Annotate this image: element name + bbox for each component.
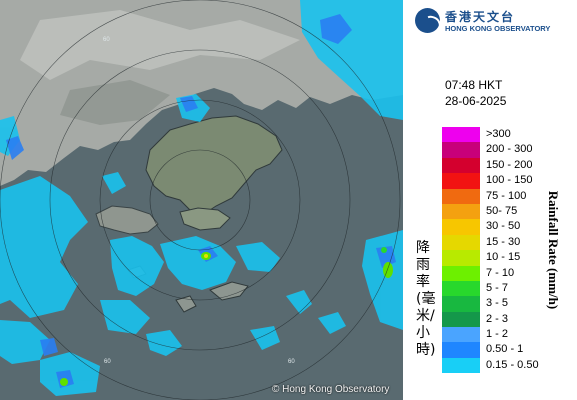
legend-label: 3 - 5 [486, 297, 509, 310]
radar-map: 60 60 60 © Hong Kong Observatory [0, 0, 403, 400]
legend-label: 75 - 100 [486, 189, 527, 202]
radar-time: 07:48 HKT [445, 78, 503, 92]
legend-row: 100 - 150 [442, 173, 542, 189]
legend-row: 0.15 - 0.50 [442, 357, 542, 374]
copyright-credit: © Hong Kong Observatory [272, 384, 390, 395]
legend-label: 50- 75 [486, 204, 518, 217]
legend-label: >300 [486, 128, 511, 140]
legend-row: 50- 75 [442, 203, 542, 220]
legend-row: 7 - 10 [442, 265, 542, 281]
legend-swatch [442, 219, 480, 235]
legend-row: 5 - 7 [442, 280, 542, 297]
legend-label: 30 - 50 [486, 220, 521, 233]
legend-row: 200 - 300 [442, 142, 542, 158]
mainland-texture-2 [60, 80, 170, 125]
legend-label: 15 - 30 [486, 235, 521, 248]
logo-chinese-name: 香港天文台 [445, 10, 516, 24]
radar-map-graphics [0, 0, 403, 400]
logo-english-name: HONG KONG OBSERVATORY [445, 24, 551, 33]
legend-swatch [442, 265, 480, 281]
legend-swatch [442, 188, 480, 204]
legend-row: 15 - 30 [442, 234, 542, 251]
small-island-b [175, 295, 197, 313]
legend-label: 10 - 15 [486, 251, 521, 264]
legend-swatch [442, 234, 480, 251]
legend-swatch [442, 127, 480, 143]
legend-row: 0.50 - 1 [442, 342, 542, 358]
legend-label: 100 - 150 [486, 174, 533, 187]
legend-row: 30 - 50 [442, 219, 542, 235]
legend-swatch [442, 311, 480, 328]
lantau-island [95, 205, 159, 235]
legend-swatch [442, 357, 480, 374]
hong-kong-island [179, 207, 231, 231]
legend-row: >300 [442, 127, 542, 143]
ring-label-nw: 60 [103, 37, 110, 43]
legend-swatch [442, 157, 480, 174]
legend-row: 2 - 3 [442, 311, 542, 328]
legend-label: 0.50 - 1 [486, 343, 524, 356]
radar-range-rings [0, 0, 401, 400]
ring-label-sw: 60 [104, 359, 111, 365]
legend-row: 3 - 5 [442, 296, 542, 312]
mainland-texture [20, 10, 300, 80]
legend-label: 7 - 10 [486, 266, 515, 279]
hko-emblem-icon [415, 8, 444, 37]
legend-swatch [442, 203, 480, 220]
legend-swatch [442, 250, 480, 266]
legend-swatch [442, 296, 480, 312]
hong-kong-main-area [145, 115, 283, 215]
legend-row: 75 - 100 [442, 188, 542, 204]
legend-row: 1 - 2 [442, 327, 542, 343]
legend-label: 200 - 300 [486, 143, 533, 156]
legend-row: 10 - 15 [442, 250, 542, 266]
legend-label: 2 - 3 [486, 312, 509, 325]
small-island-a [209, 281, 249, 301]
legend-label: 150 - 200 [486, 158, 533, 171]
hko-logo: 香港天文台 HONG KONG OBSERVATORY [413, 6, 573, 37]
legend-label: 0.15 - 0.50 [486, 358, 539, 371]
legend-swatch [442, 142, 480, 158]
legend-title-english: Rainfall Rate (mm/h) [546, 190, 561, 310]
legend-label: 5 - 7 [486, 281, 509, 294]
rainfall-legend: >300 200 - 300 150 - 200 100 - 150 75 - 100 5… [442, 127, 542, 374]
legend-swatch [442, 342, 480, 358]
legend-title-chinese: 降雨率(毫米/小時) [416, 240, 436, 358]
legend-label: 1 - 2 [486, 328, 509, 341]
info-panel: 香港天文台 HONG KONG OBSERVATORY 07:48 HKT 28… [403, 0, 577, 400]
ring-label-se: 60 [288, 359, 295, 365]
legend-swatch [442, 327, 480, 343]
radar-date: 28-06-2025 [445, 94, 507, 108]
legend-row: 150 - 200 [442, 157, 542, 174]
legend-swatch [442, 280, 480, 297]
legend-swatch [442, 173, 480, 189]
